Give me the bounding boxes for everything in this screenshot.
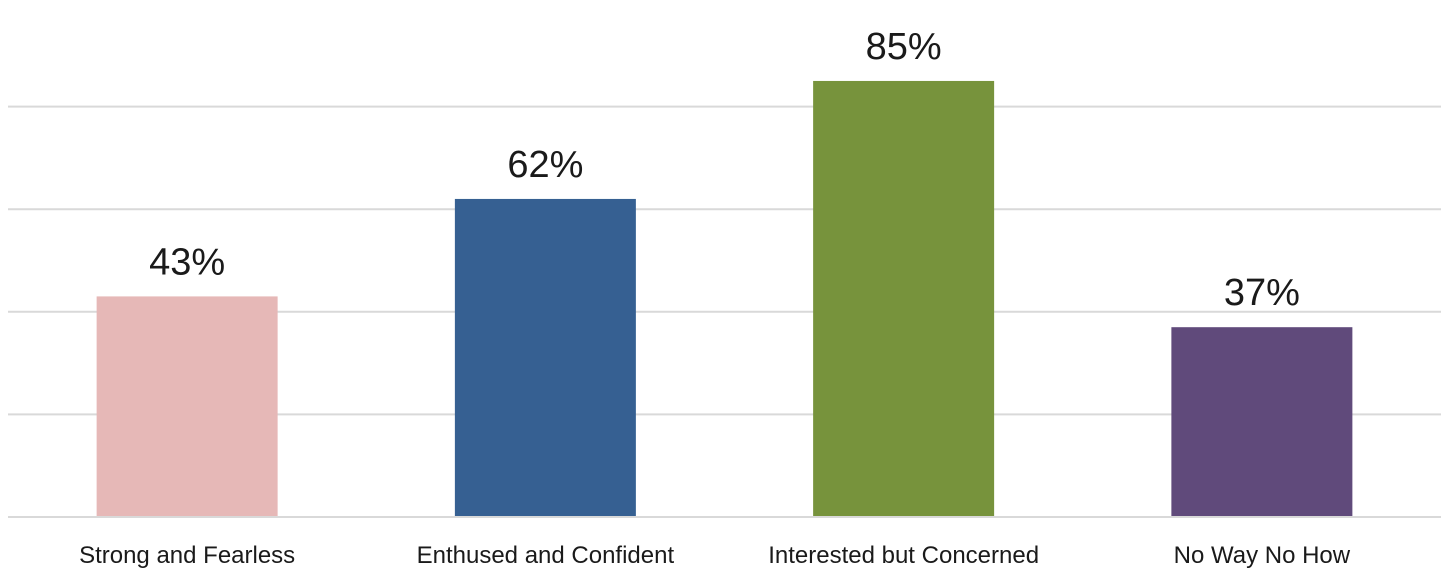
- data-label: 62%: [507, 144, 583, 186]
- bars: [96, 80, 1353, 517]
- x-tick-label: Enthused and Confident: [417, 542, 675, 569]
- x-tick-label: Interested but Concerned: [768, 542, 1039, 569]
- data-label: 43%: [149, 241, 225, 283]
- bar-strong-and-fearless: [96, 296, 278, 517]
- data-label: 85%: [866, 26, 942, 68]
- data-label: 37%: [1224, 272, 1300, 314]
- x-tick-label: No Way No How: [1174, 542, 1351, 569]
- bar-no-way-no-how: [1171, 327, 1353, 517]
- x-tick-label: Strong and Fearless: [79, 542, 295, 569]
- bar-enthused-and-confident: [454, 198, 636, 517]
- x-tick-labels: Strong and Fearless Enthused and Confiden…: [79, 542, 1351, 569]
- data-labels: 43% 62% 85% 37%: [149, 26, 1300, 314]
- bar-interested-but-concerned: [813, 80, 995, 517]
